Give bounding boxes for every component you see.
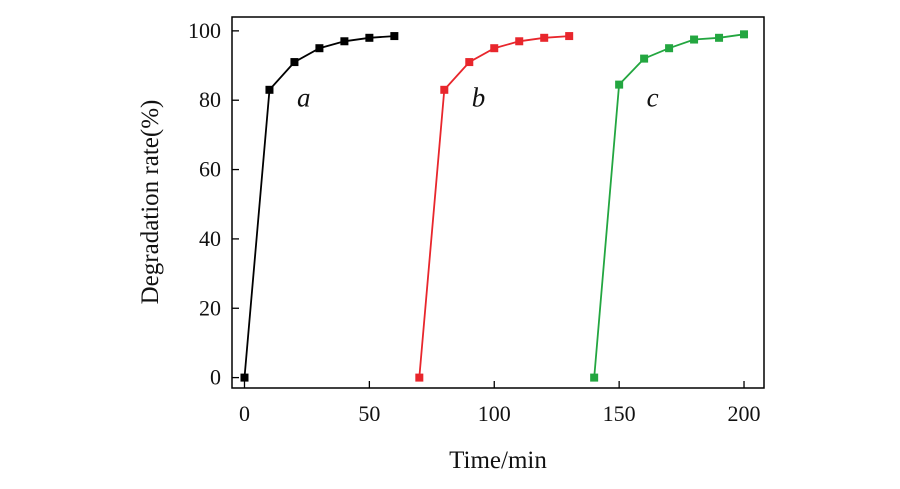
x-tick-label: 0 <box>239 401 250 426</box>
y-tick-label: 0 <box>210 365 221 390</box>
series-c-point <box>715 33 724 42</box>
y-tick-label: 80 <box>199 87 221 112</box>
y-tick-label: 20 <box>199 295 221 320</box>
series-layer <box>240 30 749 382</box>
x-tick-label: 150 <box>603 401 636 426</box>
series-b-point <box>490 44 499 53</box>
series-b-point <box>515 37 524 46</box>
plot-frame <box>231 16 765 389</box>
series-a-point <box>315 44 324 53</box>
series-c-point <box>590 373 599 382</box>
series-b-label: b <box>472 83 486 113</box>
series-c-label: c <box>647 83 659 113</box>
series-b <box>415 32 574 382</box>
series-c <box>590 30 749 382</box>
series-a-point <box>365 33 374 42</box>
x-tick-label: 200 <box>728 401 761 426</box>
y-tick-label: 100 <box>188 18 221 43</box>
series-a <box>240 32 399 382</box>
series-c-point <box>740 30 749 39</box>
series-b-point <box>465 58 474 67</box>
tick-labels: 0 50 100 150 200 0 20 40 60 80 100 <box>188 18 761 426</box>
x-tick-label: 50 <box>358 401 380 426</box>
series-b-point <box>565 32 574 41</box>
series-a-point <box>265 85 274 94</box>
series-c-point <box>690 35 699 44</box>
y-tick-label: 60 <box>199 157 221 182</box>
series-b-point <box>540 33 549 42</box>
y-tick-label: 40 <box>199 226 221 251</box>
series-b-point <box>415 373 424 382</box>
series-b-point <box>440 85 449 94</box>
x-axis-title: Time/min <box>449 447 547 474</box>
series-a-label: a <box>297 83 311 113</box>
series-a-point <box>240 373 249 382</box>
series-a-point <box>290 58 299 67</box>
series-c-point <box>640 54 649 63</box>
axis-ticks <box>232 30 745 388</box>
x-tick-label: 100 <box>478 401 511 426</box>
series-c-point <box>615 80 624 89</box>
series-labels: a b c <box>297 83 659 113</box>
series-a-point <box>340 37 349 46</box>
y-axis-title: Degradation rate(%) <box>137 100 164 305</box>
series-a-point <box>390 32 399 41</box>
series-c-point <box>665 44 674 53</box>
